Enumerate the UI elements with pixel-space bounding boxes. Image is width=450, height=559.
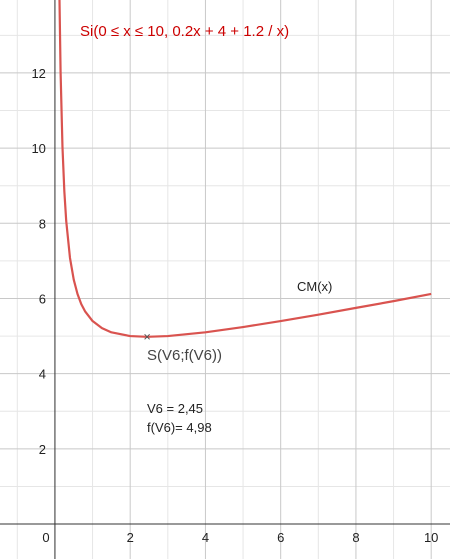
plot-area — [58, 0, 432, 340]
point-cross — [144, 333, 150, 340]
x-tick-label: 0 — [42, 530, 49, 545]
x-tick-label: 2 — [127, 530, 134, 545]
x-tick-label: 8 — [352, 530, 359, 545]
y-tick-label: 6 — [39, 291, 46, 306]
info-line: V6 = 2,45 — [147, 401, 203, 416]
x-tick-label: 6 — [277, 530, 284, 545]
curve — [58, 0, 432, 338]
y-tick-label: 4 — [39, 367, 46, 382]
y-tick-label: 2 — [39, 442, 46, 457]
point — [144, 333, 150, 340]
x-tick-label: 4 — [202, 530, 209, 545]
y-tick-label: 12 — [31, 66, 45, 81]
chart-title: Si(0 ≤ x ≤ 10, 0.2x + 4 + 1.2 / x) — [80, 23, 289, 40]
point-label: S(V6;f(V6)) — [147, 347, 222, 364]
y-tick-label: 8 — [39, 216, 46, 231]
info-line: f(V6)= 4,98 — [147, 420, 212, 435]
curve-label: CM(x) — [297, 279, 332, 294]
y-tick-label: 10 — [31, 141, 45, 156]
x-tick-label: 10 — [424, 530, 438, 545]
